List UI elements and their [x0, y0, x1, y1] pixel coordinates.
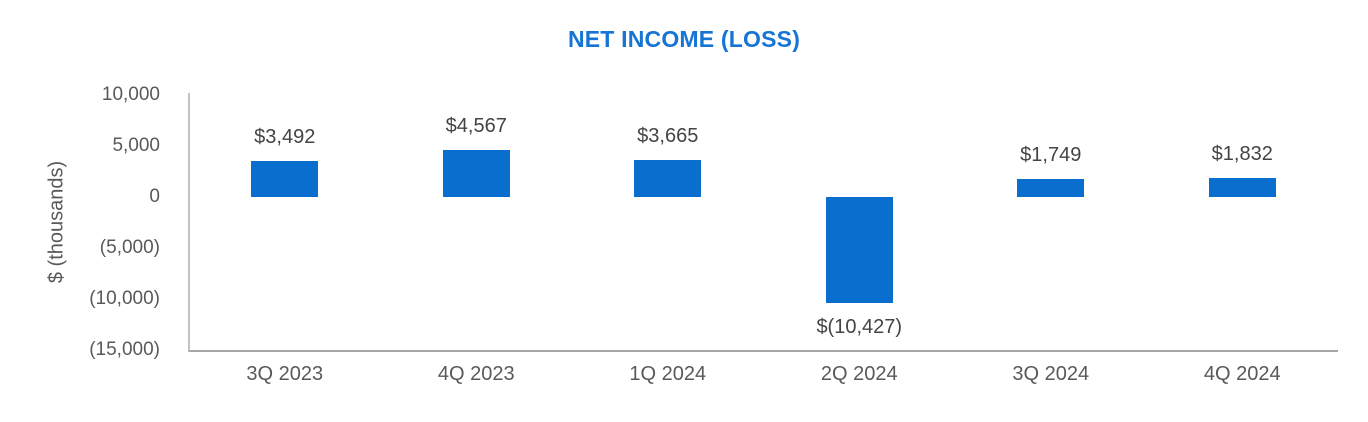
bar	[634, 159, 702, 197]
bar-value-label: $1,832	[1211, 143, 1273, 166]
bar-value-label: $3,492	[254, 126, 316, 149]
bar-value-label: $1,749	[1020, 144, 1082, 167]
x-axis-label: 1Q 2024	[629, 363, 707, 385]
y-tick-label: 10,000	[101, 84, 160, 105]
x-axis-label: 4Q 2024	[1203, 363, 1281, 385]
y-tick-label: (5,000)	[99, 237, 160, 258]
chart-title: NET INCOME (LOSS)	[567, 26, 801, 52]
bar	[1017, 179, 1085, 197]
y-tick-label: (15,000)	[89, 339, 160, 360]
bar	[251, 161, 319, 197]
y-tick-label: 5,000	[112, 135, 160, 156]
bar	[1208, 178, 1276, 197]
y-axis-title: $ (thousands)	[45, 160, 68, 284]
bar	[442, 150, 510, 197]
bar-value-label: $4,567	[445, 115, 507, 138]
bar-value-label: $(10,427)	[816, 316, 903, 339]
y-tick-label: 0	[149, 186, 160, 207]
plot-area	[188, 93, 1338, 352]
bar	[825, 197, 893, 304]
x-axis-label: 2Q 2024	[820, 363, 898, 385]
x-axis-label: 3Q 2024	[1012, 363, 1090, 385]
bar-value-label: $3,665	[637, 124, 699, 147]
x-axis-label: 4Q 2023	[437, 363, 515, 385]
x-axis-label: 3Q 2023	[246, 363, 324, 385]
y-tick-label: (10,000)	[89, 288, 160, 309]
